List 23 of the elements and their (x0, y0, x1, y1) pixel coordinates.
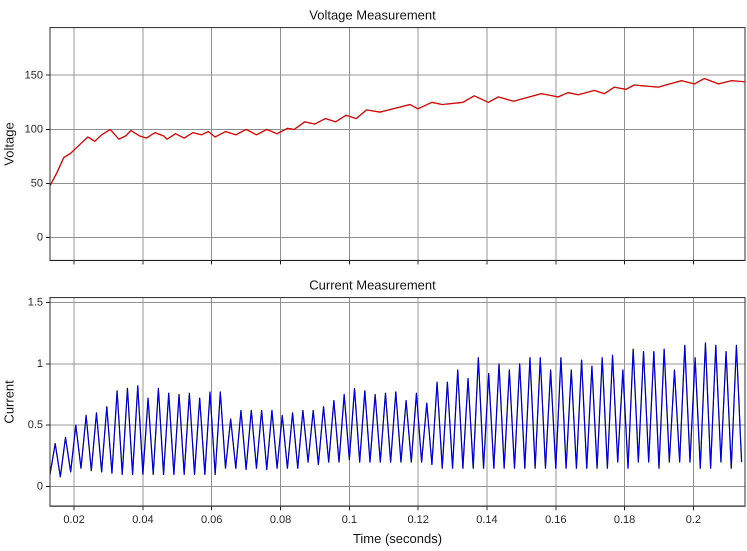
x-tick-label: 0.12 (407, 514, 429, 526)
y-tick-label: 150 (24, 69, 43, 82)
x-tick-label: 0.02 (63, 514, 85, 526)
chart-title: Voltage Measurement (309, 7, 436, 22)
x-tick-label: 0.2 (686, 514, 702, 526)
y-tick-label: 0 (36, 480, 43, 493)
y-tick-label: 0.5 (28, 419, 43, 432)
y-tick-label: 50 (30, 178, 43, 190)
x-tick-label: 0.08 (270, 514, 292, 526)
y-axis-title: Voltage (1, 122, 16, 166)
y-axis-title: Current (1, 380, 16, 424)
y-tick-label: 100 (24, 123, 43, 136)
y-tick-label: 1 (36, 358, 43, 370)
x-tick-label: 0.14 (476, 514, 498, 526)
x-tick-label: 0.16 (545, 514, 566, 526)
y-tick-label: 1.5 (28, 296, 43, 309)
x-tick-label: 0.06 (200, 514, 222, 526)
x-tick-label: 0.18 (614, 514, 636, 526)
x-axis-title: Time (seconds) (352, 530, 442, 546)
x-tick-label: 0.04 (132, 514, 154, 526)
y-tick-label: 0 (36, 232, 43, 244)
chart-title: Current Measurement (309, 277, 436, 292)
x-tick-label: 0.1 (342, 514, 357, 526)
